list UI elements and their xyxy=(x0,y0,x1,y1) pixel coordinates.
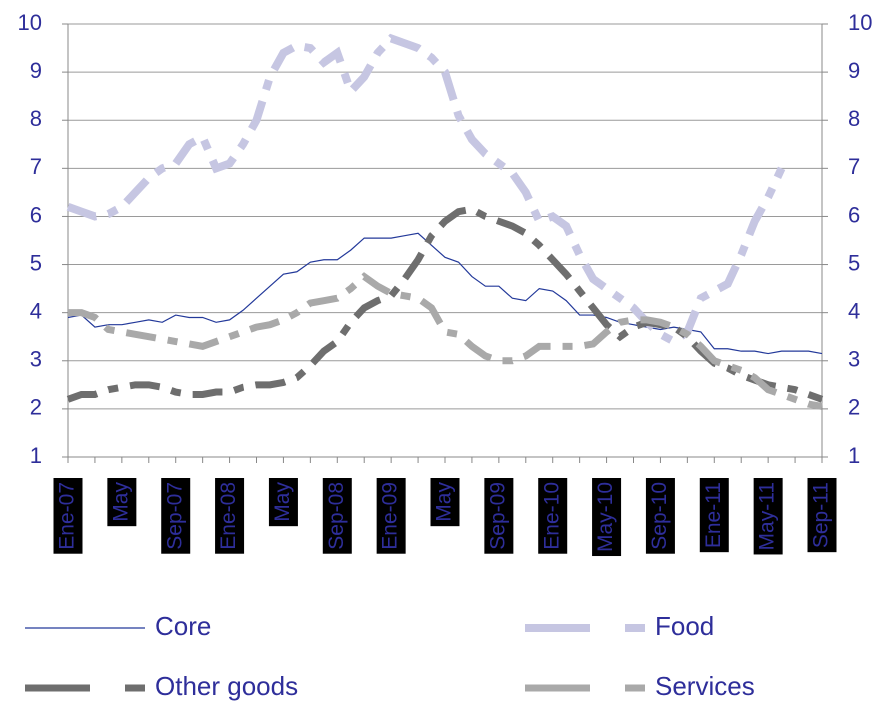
x-tick-group: Sep-08 xyxy=(322,478,352,554)
y-tick-label: 4 xyxy=(30,298,42,323)
x-tick-label-bg xyxy=(645,478,675,554)
x-tick-label-bg xyxy=(592,478,622,557)
y-tick-label: 8 xyxy=(30,106,42,131)
x-tick-label-bg xyxy=(753,478,783,555)
x-tick-label-bg xyxy=(376,478,406,554)
y-tick-label: 5 xyxy=(30,250,42,275)
x-tick-label: Ene-09 xyxy=(379,482,402,550)
x-tick-label-bg xyxy=(538,478,568,554)
x-tick-label: May xyxy=(271,482,294,522)
y2-tick-label: 2 xyxy=(848,395,860,420)
x-tick-label-bg xyxy=(807,478,837,553)
x-tick-group: Sep-11 xyxy=(807,478,837,553)
y-tick-label: 10 xyxy=(18,10,42,35)
x-tick-label: May xyxy=(433,482,456,522)
x-tick-label: Ene-10 xyxy=(540,482,563,550)
x-tick-label-bg xyxy=(699,478,729,553)
x-tick-label: Ene-07 xyxy=(56,482,79,550)
x-tick-group: Sep-10 xyxy=(645,478,675,554)
y2-tick-label: 1 xyxy=(848,443,860,468)
legend-label: Core xyxy=(155,611,211,641)
y2-tick-label: 3 xyxy=(848,347,860,372)
y2-tick-label: 8 xyxy=(848,106,860,131)
x-tick-label: Sep-10 xyxy=(648,482,671,550)
x-tick-group: Ene-09 xyxy=(376,478,406,554)
y2-tick-label: 6 xyxy=(848,202,860,227)
x-tick-label: May-11 xyxy=(756,482,779,550)
y2-tick-label: 5 xyxy=(848,250,860,275)
x-tick-label-bg xyxy=(322,478,352,554)
y-tick-label: 1 xyxy=(30,443,42,468)
x-tick-label: Sep-07 xyxy=(163,482,186,550)
x-tick-group: May xyxy=(268,478,298,527)
x-tick-label: Ene-08 xyxy=(217,482,240,550)
series-line xyxy=(66,33,786,347)
x-tick-group: May-11 xyxy=(753,478,783,555)
x-tick-label: May xyxy=(109,482,132,522)
y-tick-label: 6 xyxy=(30,202,42,227)
x-tick-group: Ene-08 xyxy=(215,478,245,554)
x-tick-label: May-10 xyxy=(594,482,617,552)
x-tick-label: Sep-08 xyxy=(325,482,348,550)
x-tick-label-bg xyxy=(268,478,298,527)
y-tick-label: 3 xyxy=(30,347,42,372)
y2-tick-label: 9 xyxy=(848,58,860,83)
legend-label: Other goods xyxy=(155,671,298,701)
x-tick-group: Ene-07 xyxy=(53,478,83,554)
x-tick-label-bg xyxy=(161,478,191,554)
y2-tick-label: 10 xyxy=(848,10,872,35)
x-tick-group: Sep-07 xyxy=(161,478,191,554)
x-tick-label: Sep-11 xyxy=(810,482,833,548)
x-tick-label-bg xyxy=(484,478,514,554)
x-tick-label-bg xyxy=(53,478,83,554)
y2-tick-label: 7 xyxy=(848,154,860,179)
x-tick-label: Ene-11 xyxy=(702,482,725,548)
x-tick-group: May xyxy=(107,478,137,527)
y-tick-label: 9 xyxy=(30,58,42,83)
x-tick-group: May-10 xyxy=(592,478,622,557)
x-tick-group: Ene-10 xyxy=(538,478,568,554)
x-tick-group: Ene-11 xyxy=(699,478,729,553)
series-line xyxy=(66,205,824,403)
legend-label: Services xyxy=(655,671,755,701)
x-tick-label-bg xyxy=(215,478,245,554)
series-line xyxy=(68,272,823,410)
x-tick-group: Sep-09 xyxy=(484,478,514,554)
y-tick-label: 2 xyxy=(30,395,42,420)
x-tick-group: May xyxy=(430,478,460,527)
x-tick-label: Sep-09 xyxy=(486,482,509,550)
legend-label: Food xyxy=(655,611,714,641)
series-line xyxy=(67,232,823,355)
y2-tick-label: 4 xyxy=(848,298,860,323)
y-tick-label: 7 xyxy=(30,154,42,179)
x-tick-label-bg xyxy=(430,478,460,527)
x-tick-label-bg xyxy=(107,478,137,527)
